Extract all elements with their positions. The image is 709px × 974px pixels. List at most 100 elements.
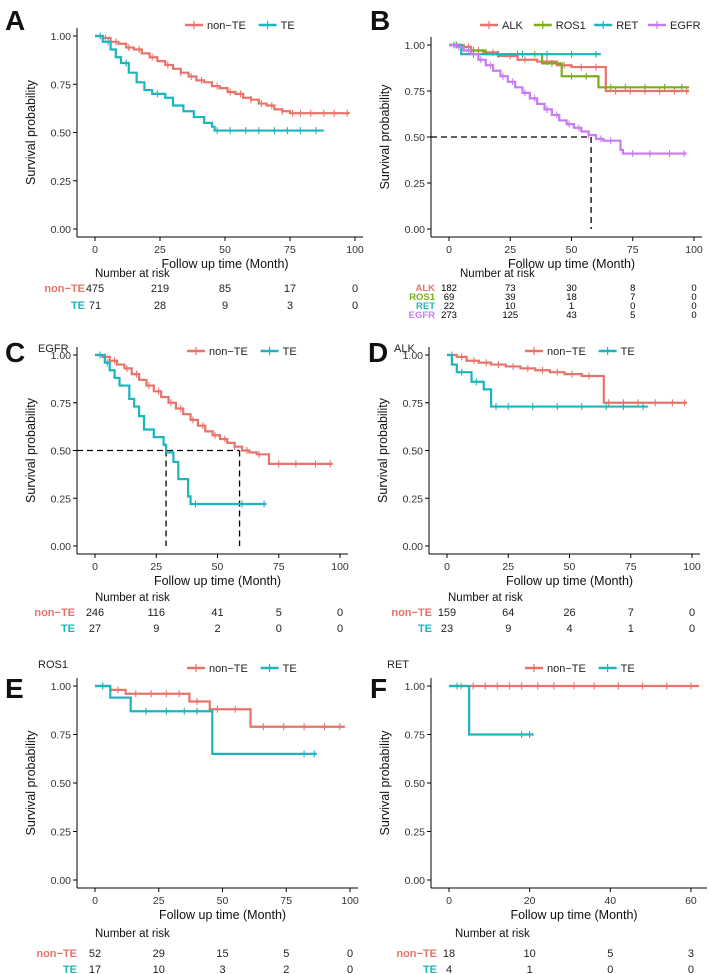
- x-tick-label: 0: [446, 244, 452, 256]
- x-axis-label: Follow up time (Month): [161, 257, 288, 271]
- legend-label-2: RET: [616, 20, 638, 32]
- y-axis-label: Survival probability: [24, 397, 38, 503]
- risk-value: 8: [630, 283, 635, 294]
- y-tick-label: 0.25: [51, 176, 72, 188]
- x-tick-label: 40: [604, 895, 616, 907]
- legend-label-0: non−TE: [209, 663, 248, 675]
- y-tick-label: 0.25: [51, 493, 72, 505]
- risk-value: 9: [505, 623, 511, 635]
- risk-value: 9: [222, 300, 228, 312]
- risk-row-label: TE: [423, 964, 437, 974]
- risk-value: 4: [566, 623, 572, 635]
- risk-value: 27: [89, 623, 101, 635]
- risk-value: 52: [89, 948, 101, 960]
- risk-value: 0: [688, 964, 694, 974]
- panel-title: EGFR: [38, 343, 69, 355]
- risk-value: 5: [276, 607, 282, 619]
- x-axis-label: Follow up time (Month): [154, 574, 281, 588]
- risk-value: 28: [154, 300, 166, 312]
- risk-value: 0: [689, 623, 695, 635]
- panel-label: D: [368, 337, 388, 368]
- risk-value: 64: [502, 607, 514, 619]
- risk-value: 15: [216, 948, 228, 960]
- y-tick-label: 1.00: [51, 31, 72, 43]
- x-axis-label: Follow up time (Month): [508, 257, 635, 271]
- x-tick-label: 25: [150, 561, 162, 573]
- risk-value: 5: [607, 948, 613, 960]
- risk-row-label: non−TE: [36, 948, 77, 960]
- y-tick-label: 0.00: [51, 875, 72, 887]
- km-curve-3: [449, 43, 687, 155]
- legend-label-1: TE: [281, 20, 295, 32]
- risk-value: 219: [151, 283, 169, 295]
- risk-value: 3: [688, 948, 694, 960]
- risk-value: 1: [628, 623, 634, 635]
- y-axis-label: Survival probability: [378, 730, 392, 836]
- panel-title: ROS1: [38, 659, 68, 671]
- legend-label-1: TE: [283, 663, 297, 675]
- risk-value: 39: [505, 292, 516, 303]
- y-tick-label: 0.50: [403, 446, 424, 458]
- risk-value: 26: [563, 607, 575, 619]
- legend-label-0: non−TE: [207, 20, 246, 32]
- y-tick-label: 0.00: [51, 541, 72, 553]
- risk-value: 10: [153, 964, 165, 974]
- km-curve-1: [95, 353, 267, 506]
- risk-row-label: ROS1: [409, 292, 436, 303]
- x-tick-label: 0: [446, 895, 452, 907]
- x-tick-label: 25: [153, 895, 165, 907]
- y-tick-label: 0.25: [51, 827, 72, 839]
- risk-value: 10: [505, 301, 516, 312]
- risk-value: 18: [566, 292, 577, 303]
- x-tick-label: 50: [566, 244, 578, 256]
- risk-value: 22: [444, 301, 455, 312]
- legend-label-0: non−TE: [547, 346, 586, 358]
- risk-row-label: non−TE: [34, 607, 75, 619]
- risk-value: 23: [441, 623, 453, 635]
- risk-value: 7: [628, 607, 634, 619]
- risk-value: 30: [566, 283, 577, 294]
- risk-value: 0: [276, 623, 282, 635]
- risk-value: 1: [569, 301, 574, 312]
- y-axis-label: Survival probability: [24, 79, 38, 185]
- x-axis-label: Follow up time (Month): [159, 908, 286, 922]
- y-tick-label: 1.00: [403, 350, 424, 362]
- x-tick-label: 75: [625, 561, 637, 573]
- risk-row-label: EGFR: [409, 310, 436, 321]
- risk-value: 1: [527, 964, 533, 974]
- x-tick-label: 75: [280, 895, 292, 907]
- y-tick-label: 0.75: [51, 730, 72, 742]
- x-tick-label: 75: [284, 244, 296, 256]
- x-tick-label: 100: [683, 561, 701, 573]
- y-tick-label: 0.50: [405, 778, 426, 790]
- y-axis-label: Survival probability: [378, 84, 392, 190]
- x-tick-label: 50: [219, 244, 231, 256]
- y-tick-label: 0.75: [403, 398, 424, 410]
- risk-table-title: Number at risk: [455, 928, 530, 940]
- risk-value: 29: [153, 948, 165, 960]
- risk-row-label: non−TE: [391, 607, 432, 619]
- y-tick-label: 0.75: [405, 730, 426, 742]
- risk-value: 0: [691, 301, 696, 312]
- risk-value: 4: [446, 964, 452, 974]
- x-axis-label: Follow up time (Month): [506, 574, 633, 588]
- risk-value: 0: [352, 283, 358, 295]
- risk-row-label: RET: [416, 301, 435, 312]
- x-tick-label: 0: [92, 244, 98, 256]
- risk-value: 116: [147, 607, 165, 619]
- y-tick-label: 0.50: [51, 128, 72, 140]
- y-tick-label: 0.00: [403, 541, 424, 553]
- risk-value: 0: [691, 283, 696, 294]
- km-curve-1: [447, 353, 648, 408]
- risk-value: 85: [219, 283, 231, 295]
- risk-value: 0: [691, 292, 696, 303]
- risk-value: 18: [443, 948, 455, 960]
- y-tick-label: 0.25: [405, 178, 426, 190]
- x-tick-label: 0: [444, 561, 450, 573]
- risk-row-label: TE: [71, 300, 85, 312]
- risk-value: 0: [689, 607, 695, 619]
